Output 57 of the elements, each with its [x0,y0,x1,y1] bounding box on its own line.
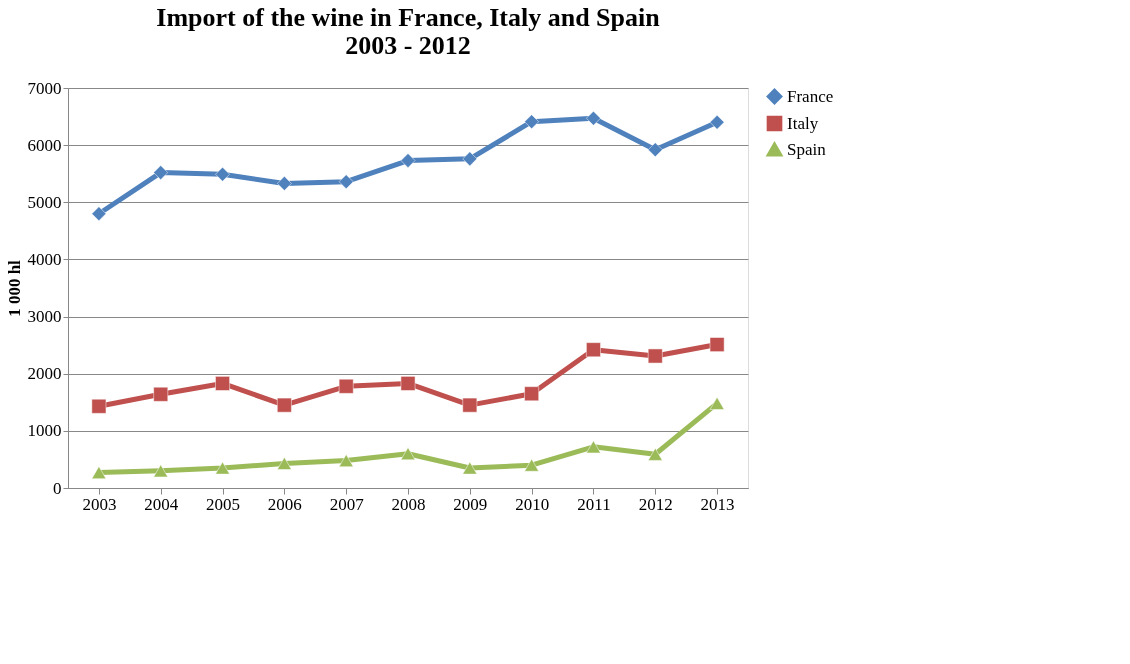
x-tick-label: 2013 [700,494,735,514]
point [215,461,230,475]
y-tick-label: 0 [53,478,62,498]
point [709,114,725,130]
point [277,457,292,470]
y-tick-label: 5000 [27,192,62,212]
point [215,166,230,182]
x-tick-label: 2003 [82,494,117,514]
point [400,447,416,461]
point [91,398,107,414]
y-tick-label: 3000 [27,307,62,327]
point [153,464,169,478]
point [277,176,292,191]
point [709,397,725,410]
point [91,206,107,222]
x-tick-label: 2005 [206,494,241,514]
x-tick-label: 2007 [329,494,365,514]
y-tick-label: 1000 [27,421,62,441]
x-tick-label: 2009 [453,494,488,514]
point [153,386,169,402]
y-axis-title: 1 000 hl [4,259,24,317]
y-tick-label: 6000 [27,135,62,155]
point [400,376,416,391]
y-tick-label: 7000 [27,78,62,98]
legend-label: Italy [787,113,819,133]
point [338,378,354,394]
x-tick-label: 2011 [577,494,611,514]
point [400,153,416,168]
y-tick-label: 2000 [27,364,62,384]
point [524,386,539,402]
point [586,342,601,358]
point [647,447,663,461]
point [462,151,478,167]
point [153,165,169,180]
x-tick-label: 2012 [638,494,673,514]
point [647,348,663,364]
chart-title: Import of the wine in France, Italy and Spain 2003 - 2012 [156,3,661,60]
point [462,461,478,475]
legend-label: Spain [787,139,827,159]
x-tick-label: 2006 [267,494,302,514]
point [91,466,107,479]
x-tick-label: 2008 [391,494,426,514]
point [647,142,663,158]
point [524,458,539,472]
point [338,174,354,190]
point [524,114,539,130]
point [338,454,354,467]
point [709,337,725,352]
point [462,397,478,413]
y-tick-label: 4000 [27,249,62,269]
x-tick-label: 2010 [515,494,550,514]
point [586,440,601,454]
x-tick-label: 2004 [144,494,179,514]
point [215,376,230,391]
point [277,397,292,413]
point [586,110,601,126]
legend-label: France [787,86,834,106]
